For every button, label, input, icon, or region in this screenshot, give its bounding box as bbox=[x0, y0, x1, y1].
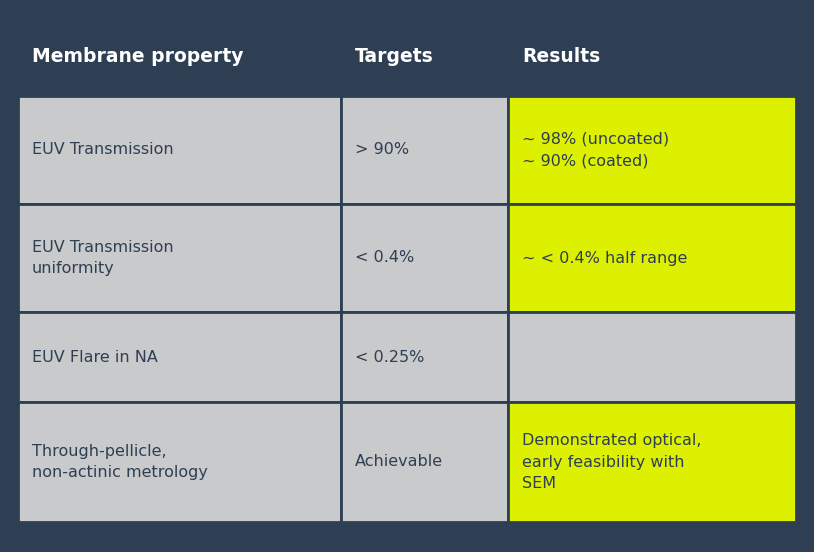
Text: < 0.4%: < 0.4% bbox=[355, 251, 414, 266]
Bar bbox=[508, 18, 796, 96]
Text: < 0.25%: < 0.25% bbox=[355, 349, 424, 364]
Bar bbox=[508, 402, 796, 522]
Bar bbox=[508, 96, 796, 204]
Text: Results: Results bbox=[522, 47, 601, 66]
Bar bbox=[18, 18, 341, 96]
Bar bbox=[18, 96, 341, 204]
Bar bbox=[341, 312, 508, 402]
Bar bbox=[341, 96, 508, 204]
Bar bbox=[341, 204, 508, 312]
Text: > 90%: > 90% bbox=[355, 142, 409, 157]
Text: EUV Transmission
uniformity: EUV Transmission uniformity bbox=[32, 240, 173, 277]
Text: Targets: Targets bbox=[355, 47, 434, 66]
Text: Achievable: Achievable bbox=[355, 454, 443, 470]
Text: Through-pellicle,
non-actinic metrology: Through-pellicle, non-actinic metrology bbox=[32, 444, 208, 480]
Bar bbox=[341, 18, 508, 96]
Bar bbox=[18, 402, 341, 522]
Text: ~ < 0.4% half range: ~ < 0.4% half range bbox=[522, 251, 688, 266]
Bar bbox=[18, 204, 341, 312]
Text: EUV Transmission: EUV Transmission bbox=[32, 142, 173, 157]
Text: EUV Flare in NA: EUV Flare in NA bbox=[32, 349, 158, 364]
Text: ~ 98% (uncoated)
~ 90% (coated): ~ 98% (uncoated) ~ 90% (coated) bbox=[522, 132, 669, 168]
Text: Demonstrated optical,
early feasibility with
SEM: Demonstrated optical, early feasibility … bbox=[522, 433, 702, 491]
Bar bbox=[508, 312, 796, 402]
Bar bbox=[18, 312, 341, 402]
Text: Membrane property: Membrane property bbox=[32, 47, 243, 66]
Bar bbox=[341, 402, 508, 522]
Bar bbox=[508, 204, 796, 312]
